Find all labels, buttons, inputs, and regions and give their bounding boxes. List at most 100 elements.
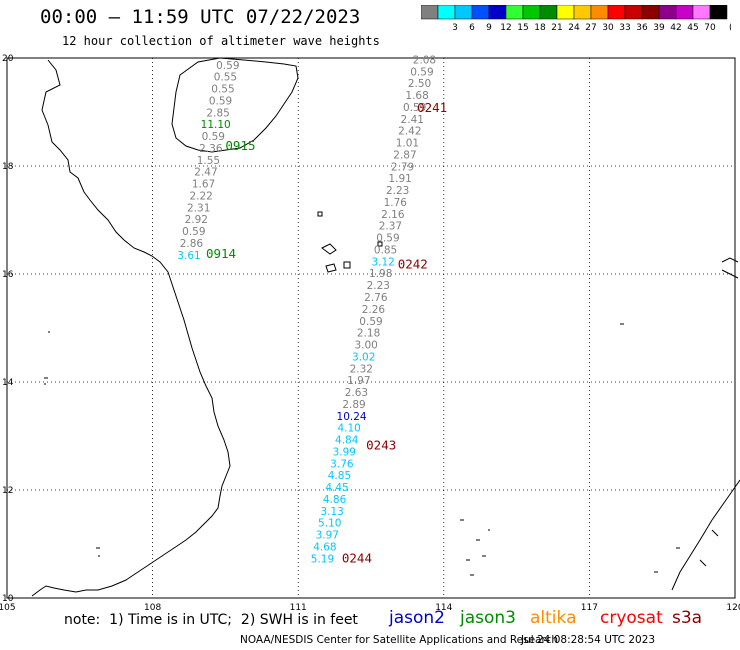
wave-height-value: 4.68	[313, 541, 336, 553]
wave-height-value: 2.26	[362, 304, 386, 316]
legend-tick-label: 45	[687, 23, 698, 33]
pass-time-label: 0241	[417, 100, 447, 115]
wave-height-value: 10.24	[337, 411, 367, 423]
wave-height-value: 3.00	[354, 340, 377, 352]
wave-height-value: 1.98	[369, 268, 392, 280]
legend-tick-label: 3	[452, 23, 458, 33]
legend-tick-label: 21	[551, 23, 562, 33]
pass-time-label: 0243	[366, 438, 396, 453]
map-title: 00:00 – 11:59 UTC 07/22/2023	[40, 6, 361, 28]
satellite-label-s3a: s3a	[672, 608, 703, 628]
wave-height-value: 0.59	[359, 316, 382, 328]
legend-tick-label: 70	[704, 23, 716, 33]
lon-label: 114	[435, 603, 452, 613]
legend-unit: (ft)	[729, 23, 731, 33]
track-0242: 3.121.982.232.762.260.592.183.003.022.32…	[337, 256, 428, 422]
wave-height-value: 1.68	[405, 90, 428, 102]
wave-height-value: 4.84	[335, 435, 359, 447]
lat-label: 14	[2, 378, 14, 388]
wave-height-value: 5.19	[311, 553, 334, 565]
wave-height-value: 2.32	[350, 363, 373, 375]
wave-height-value: 1.67	[192, 179, 215, 191]
wave-height-value: 0.59	[216, 60, 239, 72]
palawan-coast	[671, 479, 740, 591]
wave-height-value: 2.41	[401, 114, 424, 126]
map-frame	[6, 57, 736, 599]
philippine-coast	[721, 257, 739, 279]
track-0244: 0244	[342, 550, 372, 565]
wave-height-value: 2.22	[189, 190, 212, 202]
track-0243: 4.104.843.993.764.854.454.863.135.103.97…	[311, 423, 396, 566]
lat-label: 10	[2, 594, 14, 604]
spratly-specks	[460, 323, 680, 576]
satellite-label-jason3: jason3	[460, 608, 516, 628]
wave-height-value: 2.23	[367, 280, 390, 292]
legend-tick-label: 18	[534, 23, 546, 33]
wave-height-value: 0.59	[403, 102, 426, 114]
legend-tick-label: 39	[653, 23, 665, 33]
altimeter-tracks: 0.590.550.550.592.8511.100.592.361.552.4…	[177, 54, 447, 565]
wave-height-value: 1.91	[388, 173, 411, 185]
wave-height-value: 2.50	[408, 78, 431, 90]
wave-height-value: 1.76	[384, 197, 408, 209]
lon-label: 117	[581, 603, 598, 613]
paracel-islands	[317, 211, 383, 273]
wave-height-value: 0.59	[376, 233, 399, 245]
legend-tick-label: 30	[602, 23, 614, 33]
wave-height-value: 2.85	[206, 107, 229, 119]
legend-tick-label: 36	[636, 23, 648, 33]
wave-height-value: 1.97	[347, 375, 370, 387]
legend-tick-label: 6	[469, 23, 475, 33]
wave-height-value: 2.89	[342, 399, 365, 411]
legend-tick-label: 42	[670, 23, 681, 33]
wave-height-value: 2.16	[381, 209, 405, 221]
wave-height-value: 4.85	[328, 470, 351, 482]
lon-label: 111	[290, 603, 307, 613]
wave-height-value: 2.76	[364, 292, 388, 304]
wave-height-value: 1.55	[197, 155, 220, 167]
wave-height-value: 2.86	[180, 238, 204, 250]
wave-height-value: 0.59	[209, 95, 232, 107]
wave-height-value: 2.79	[391, 161, 414, 173]
lat-label: 20	[2, 54, 14, 64]
wave-height-value: 3.76	[330, 458, 354, 470]
wave-height-value: 11.10	[201, 119, 231, 131]
legend-tick-label: 15	[517, 23, 528, 33]
satellite-label-altika: altika	[530, 608, 577, 628]
wave-height-value: 2.92	[185, 214, 208, 226]
wave-height-value: 4.10	[337, 423, 360, 435]
wave-height-value: 3.02	[352, 351, 375, 363]
wave-height-value: 3.99	[333, 446, 356, 458]
satellite-label-cryosat: cryosat	[600, 608, 663, 628]
wave-height-value: 0.59	[202, 131, 225, 143]
wave-height-value: 3.61	[177, 250, 200, 262]
wave-height-value: 2.37	[379, 221, 402, 233]
vietnam-offshore	[44, 331, 100, 557]
wave-height-value: 2.47	[194, 167, 217, 179]
track-0915: 0.590.550.550.592.8511.100.592.361.552.4…	[177, 60, 255, 262]
lat-label: 18	[2, 162, 14, 172]
wave-height-value: 0.55	[211, 84, 234, 96]
wave-height-value: 2.87	[393, 149, 416, 161]
legend-tick-label: 24	[568, 23, 580, 33]
legend-tick-label: 9	[486, 23, 492, 33]
lon-label: 105	[0, 603, 16, 613]
wave-height-value: 2.42	[398, 126, 421, 138]
credit-text: NOAA/NESDIS Center for Satellite Applica…	[240, 634, 558, 646]
wave-height-value: 3.97	[316, 530, 339, 542]
lat-lon-grid	[6, 57, 736, 599]
legend-tick-label: 27	[585, 23, 596, 33]
wave-height-value: 0.85	[374, 244, 397, 256]
wave-height-value: 0.59	[410, 66, 433, 78]
hainan-island	[171, 57, 299, 153]
coastline	[31, 57, 740, 597]
wave-height-value: 2.18	[357, 328, 380, 340]
wave-height-value: 2.36	[199, 143, 223, 155]
generated-timestamp: Jul 24 08:28:54 UTC 2023	[521, 634, 656, 646]
wave-height-value: 3.13	[320, 506, 343, 518]
legend-tick-label: 12	[500, 23, 511, 33]
map-subtitle: 12 hour collection of altimeter wave hei…	[62, 34, 380, 48]
